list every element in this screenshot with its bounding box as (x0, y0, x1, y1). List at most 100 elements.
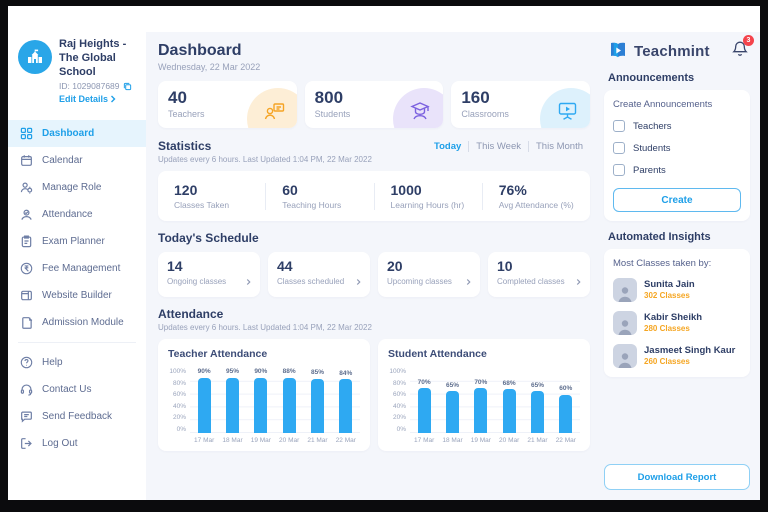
insights-card: Most Classes taken by: Sunita Jain 302 C… (604, 249, 750, 377)
bar-value-label: 65% (530, 381, 544, 389)
bar-19-mar: 90% (247, 368, 275, 433)
bar-value-label: 90% (197, 368, 211, 375)
bar-19-mar: 70% (467, 369, 495, 433)
sidebar-item-label: Dashboard (42, 128, 95, 140)
notification-bell[interactable]: 3 (732, 35, 754, 62)
option-parents[interactable]: Parents (613, 164, 741, 176)
tab-this-week[interactable]: This Week (468, 141, 528, 152)
download-report-button[interactable]: Download Report (604, 464, 750, 490)
attendance-subtitle: Updates every 6 hours. Last Updated 1:04… (158, 323, 372, 332)
teachers-count: 40 (168, 88, 187, 107)
insights-heading: Automated Insights (608, 231, 711, 243)
y-tick-label: 100% (389, 368, 406, 375)
y-tick-label: 20% (392, 414, 406, 421)
teachers-checkbox[interactable] (613, 120, 625, 132)
x-tick-label: 18 Mar (442, 437, 463, 444)
bar-value-label: 88% (282, 368, 296, 375)
fee-management-icon (20, 262, 33, 275)
bar-17-mar: 90% (190, 368, 218, 433)
schedule-card-ongoing[interactable]: 14 Ongoing classes (158, 252, 260, 297)
schedule-cards: 14 Ongoing classes 44 Classes scheduled (158, 252, 590, 297)
bar-18-mar: 95% (218, 368, 246, 433)
chevron-right-icon (356, 278, 361, 285)
x-tick-label: 21 Mar (527, 437, 548, 444)
sidebar-item-dashboard[interactable]: Dashboard (8, 120, 146, 148)
announcements-heading: Announcements (608, 72, 695, 84)
tab-this-month[interactable]: This Month (528, 141, 590, 152)
tab-today[interactable]: Today (434, 141, 462, 152)
schedule-label: Ongoing classes (167, 277, 227, 286)
option-students[interactable]: Students (613, 142, 741, 154)
bar-value-label: 70% (417, 378, 431, 386)
edit-details-link[interactable]: Edit Details (59, 94, 138, 104)
statistics-subtitle: Updates every 6 hours. Last Updated 1:04… (158, 155, 372, 164)
students-option-label: Students (633, 142, 671, 154)
sidebar-item-label: Send Feedback (42, 411, 113, 423)
y-tick-label: 40% (172, 402, 186, 410)
schedule-card-completed[interactable]: 10 Completed classes (488, 252, 590, 297)
logout-icon (21, 438, 32, 450)
statistics-tabs: Today This Week This Month (427, 141, 590, 152)
sidebar-item-send-feedback[interactable]: Send Feedback (8, 403, 146, 430)
sidebar-item-attendance[interactable]: Attendance (8, 201, 146, 228)
bar (197, 377, 211, 433)
sidebar-item-fee-management[interactable]: Fee Management (8, 255, 146, 282)
schedule-label: Upcoming classes (387, 277, 452, 286)
sidebar-item-help[interactable]: Help (8, 349, 146, 376)
statistics-card: 120 Classes Taken 60 Teaching Hours 1000… (158, 171, 590, 221)
schedule-value: 14 (167, 258, 183, 274)
create-button[interactable]: Create (613, 188, 741, 212)
stat-value: 120 (174, 181, 198, 198)
students-count: 800 (314, 88, 344, 107)
plot-area: 90% 95% 90% 88% 85% 84% (190, 368, 360, 433)
school-avatar (18, 40, 52, 74)
person-name: Sunita Jain (644, 278, 695, 290)
schedule-value: 20 (387, 258, 403, 274)
teachmint-logo-icon (611, 42, 625, 58)
sidebar-item-log-out[interactable]: Log Out (8, 430, 146, 457)
attendance-title: Attendance (158, 307, 224, 321)
schedule-card-scheduled[interactable]: 44 Classes scheduled (268, 252, 370, 297)
top-strip (8, 6, 760, 32)
sidebar-item-website-builder[interactable]: Website Builder (8, 282, 146, 309)
x-tick-label: 22 Mar (555, 437, 576, 444)
person-icon (618, 287, 632, 302)
stat-learning-hours: 1000 Learning Hours (hr) (373, 182, 482, 210)
schedule-value: 44 (277, 258, 293, 274)
feedback-icon (21, 411, 32, 423)
bar (282, 377, 296, 433)
chevron-right-icon (576, 278, 581, 285)
x-tick-label: 17 Mar (194, 437, 215, 444)
schedule-label: Completed classes (497, 277, 565, 286)
sidebar-item-calendar[interactable]: Calendar (8, 147, 146, 174)
classrooms-label: Classrooms (461, 109, 509, 119)
sidebar-item-label: Website Builder (42, 290, 112, 302)
sidebar-item-exam-planner[interactable]: Exam Planner (8, 228, 146, 255)
headset-icon (20, 384, 33, 396)
y-tick-label: 80% (172, 379, 186, 387)
sidebar-item-label: Fee Management (42, 263, 121, 275)
y-tick-label: 0% (176, 425, 186, 433)
right-panel: Teachmint 3 Announcements Create Announc… (600, 32, 760, 500)
person-classes: 260 Classes (644, 357, 690, 367)
sidebar-item-admission-module[interactable]: Admission Module (8, 309, 146, 336)
option-teachers[interactable]: Teachers (613, 120, 741, 132)
bar (474, 388, 488, 433)
school-building-icon (28, 49, 42, 63)
manage-role-icon (20, 182, 33, 194)
y-tick-label: 100% (169, 368, 186, 375)
bar-value-label: 85% (310, 369, 324, 377)
stat-label: Learning Hours (hr) (390, 199, 465, 210)
parents-checkbox[interactable] (613, 164, 625, 176)
copy-icon[interactable] (123, 82, 132, 91)
schedule-card-upcoming[interactable]: 20 Upcoming classes (378, 252, 480, 297)
sidebar-item-contact-us[interactable]: Contact Us (8, 376, 146, 403)
sidebar-item-label: Contact Us (42, 384, 92, 396)
brand-row: Teachmint 3 (604, 35, 754, 62)
page-title: Dashboard (158, 42, 242, 59)
x-axis: 17 Mar 18 Mar 19 Mar 20 Mar 21 Mar 22 Mar (410, 437, 580, 444)
exam-planner-icon (21, 235, 32, 248)
sidebar-item-manage-role[interactable]: Manage Role (8, 174, 146, 201)
stat-teaching-hours: 60 Teaching Hours (265, 182, 373, 210)
students-checkbox[interactable] (613, 142, 625, 154)
